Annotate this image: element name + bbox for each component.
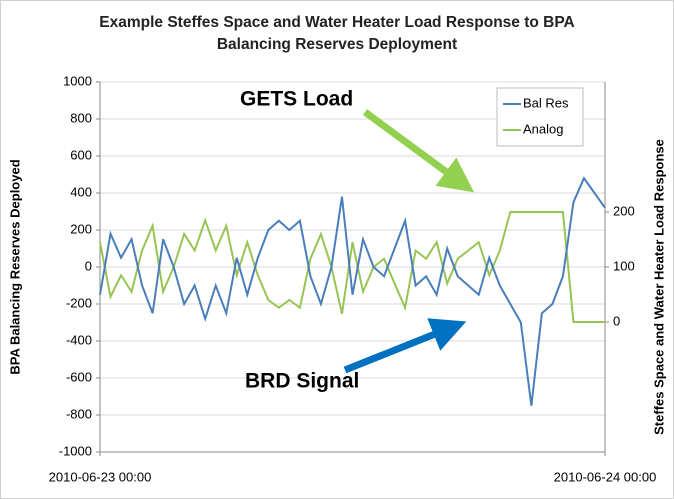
annotation-text: GETS Load	[240, 88, 353, 111]
y-tick-label: -800	[66, 406, 92, 421]
y2-tick-label: 100	[613, 258, 635, 273]
y-tick-label: -400	[66, 332, 92, 347]
x-tick-label: 2010-06-24 00:00	[554, 469, 657, 484]
y-tick-label: -600	[66, 369, 92, 384]
y-axis-label: BPA Balancing Reserves Deployed	[7, 159, 22, 374]
y-tick-label: 1000	[63, 73, 92, 88]
y-tick-label: -1000	[59, 443, 92, 458]
legend-label: Bal Res	[523, 95, 569, 110]
y2-tick-label: 200	[613, 203, 635, 218]
legend-box	[496, 87, 584, 147]
y-tick-label: 600	[70, 147, 92, 162]
y2-axis-label: Steffes Space and Water Heater Load Resp…	[651, 139, 666, 435]
legend-label: Analog	[523, 121, 563, 136]
series-line	[99, 211, 605, 323]
x-tick-label: 2010-06-23 00:00	[49, 469, 152, 484]
y2-tick-label: 0	[613, 313, 620, 328]
y-tick-label: 0	[85, 258, 92, 273]
y-tick-label: 200	[70, 221, 92, 236]
y-tick-label: 800	[70, 110, 92, 125]
annotation-arrow	[343, 318, 467, 374]
y-tick-label: 400	[70, 184, 92, 199]
series-line	[99, 176, 606, 406]
annotation-arrow	[362, 109, 475, 193]
annotation-text: BRD Signal	[245, 370, 359, 393]
chart-title: Example Steffes Space and Water Heater L…	[99, 14, 575, 53]
y-tick-label: -200	[66, 295, 92, 310]
